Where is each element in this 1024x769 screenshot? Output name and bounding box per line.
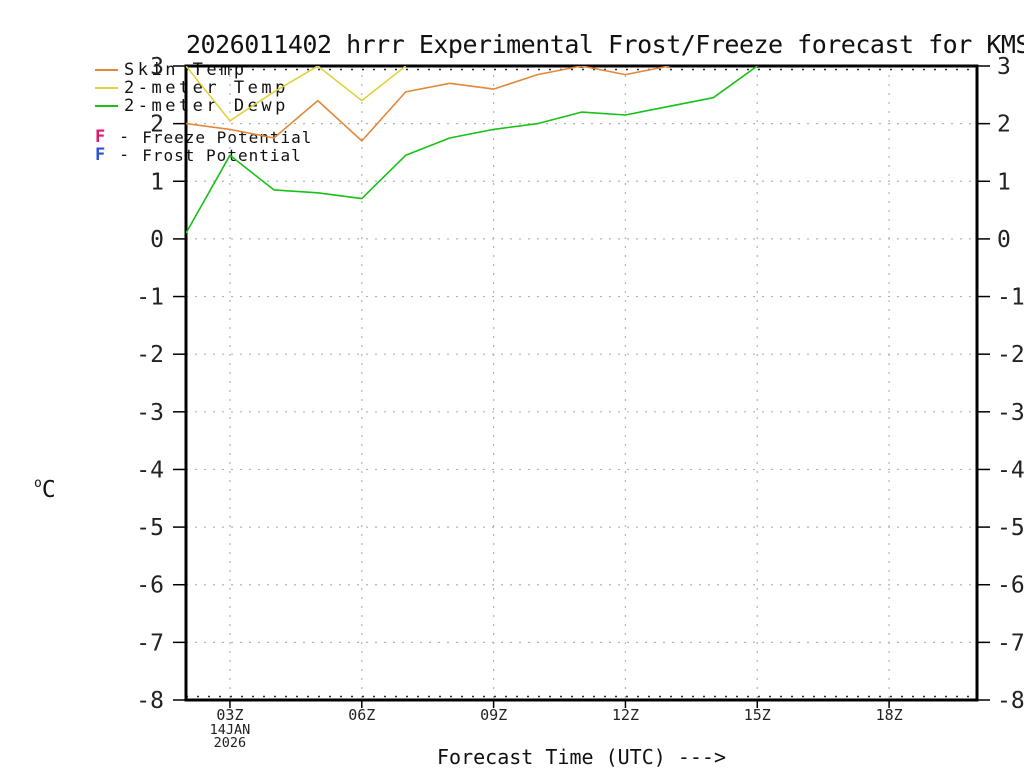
potential-separator-1: - [119, 145, 130, 165]
y-tick-label-left: -4 [136, 457, 164, 483]
y-tick-label-left: -6 [136, 573, 164, 599]
legend-swatch-0 [95, 69, 118, 71]
y-tick-label-right: -3 [997, 400, 1024, 426]
legend-label-2m-temp: 2-meter Temp [124, 78, 289, 98]
y-tick-label-right: -5 [997, 515, 1024, 541]
y-axis-unit: oC [34, 476, 56, 503]
legend-item-frost-potential: F - Frost Potential [95, 145, 312, 165]
y-tick-label-left: -8 [136, 688, 164, 714]
y-tick-label-left: 2 [150, 112, 164, 138]
y-tick-label-left: -2 [136, 342, 164, 368]
x-tick-date: 14JAN [210, 722, 251, 738]
y-tick-label-left: 0 [150, 227, 164, 253]
chart-title: 2026011402 hrrr Experimental Frost/Freez… [186, 30, 1024, 59]
x-tick-label: 18Z [876, 706, 903, 724]
y-tick-label-right: -8 [997, 688, 1024, 714]
y-tick-label-left: 1 [150, 169, 164, 195]
y-tick-label-right: 0 [997, 227, 1011, 253]
series-2-meter-temp [186, 66, 407, 122]
potential-separator-0: - [119, 127, 130, 147]
y-tick-label-right: 2 [997, 112, 1011, 138]
x-tick-label: 09Z [480, 706, 507, 724]
y-tick-label-left: -5 [136, 515, 164, 541]
series-skin-temp [186, 66, 670, 142]
y-tick-label-right: -2 [997, 342, 1024, 368]
y-tick-label-right: 1 [997, 169, 1011, 195]
legend-label-frost-potential: Frost Potential [142, 145, 302, 165]
x-axis-label: Forecast Time (UTC) ---> [437, 745, 726, 769]
x-tick-label: 12Z [612, 706, 639, 724]
y-tick-label-right: -4 [997, 457, 1024, 483]
y-tick-label-left: -1 [136, 285, 164, 311]
y-tick-label-right: -1 [997, 285, 1024, 311]
potential-marker-1: F [95, 145, 106, 165]
x-tick-label: 15Z [744, 706, 771, 724]
x-tick-label: 03Z [216, 706, 243, 724]
potential-marker-0: F [95, 127, 106, 147]
celsius-letter: C [41, 477, 56, 503]
legend-item-2m-temp: 2-meter Temp [95, 78, 312, 98]
series-2-meter-dewp [186, 66, 758, 234]
x-tick-label: 06Z [348, 706, 375, 724]
y-tick-label-right: -6 [997, 573, 1024, 599]
y-tick-label-right: 3 [997, 54, 1011, 80]
legend-swatch-1 [95, 87, 118, 89]
plot-frame [184, 64, 979, 702]
degree-symbol: o [34, 476, 42, 491]
x-tick-date: 2026 [214, 735, 247, 751]
y-tick-label-left: 3 [150, 54, 164, 80]
y-tick-label-left: -7 [136, 630, 164, 656]
y-tick-label-left: -3 [136, 400, 164, 426]
y-tick-label-right: -7 [997, 630, 1024, 656]
legend-swatch-2 [95, 105, 118, 107]
